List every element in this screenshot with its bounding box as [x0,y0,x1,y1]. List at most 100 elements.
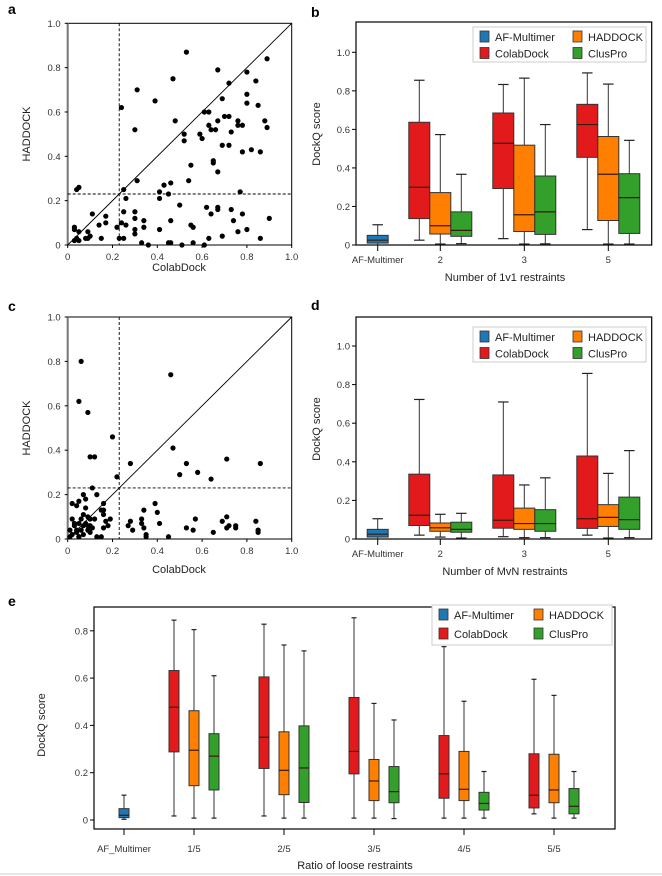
data-point [210,529,216,535]
x-tick-label: 2 [438,549,443,560]
box-haddock-2/5 [278,644,290,819]
data-point [172,118,178,124]
y-tick-label: 0.2 [337,496,350,507]
data-point [94,492,100,498]
panel-letter: a [8,1,16,17]
data-point [123,222,129,228]
data-point [78,527,84,533]
box-iqr [168,670,180,753]
legend: AF-Multimer ColabDock HADDOCK ClusPro [472,326,647,363]
data-point [85,409,91,416]
x-tick-label: 0.4 [151,252,164,263]
y-tick-label: 1.0 [47,313,60,324]
data-point [118,220,125,226]
box-haddock-3 [513,77,536,245]
y-tick-label: 0.2 [47,196,60,207]
data-point [181,131,187,137]
legend-label: HADDOCK [588,32,644,44]
box-iqr [597,504,620,527]
y-axis-label: HADDOCK [21,400,33,456]
data-point [233,525,239,531]
x-tick-label: 0.6 [195,546,208,557]
panel-letter: e [8,593,16,609]
data-point [226,113,232,120]
box-iqr [348,696,360,775]
data-point [168,180,174,186]
data-point [100,511,107,518]
data-point [208,211,214,217]
y-tick-label: 0 [345,535,350,546]
box-iqr [450,521,473,533]
box-colabdock-4/5 [438,646,450,819]
y-tick-label: 0.2 [75,768,88,779]
data-point [168,240,174,246]
x-tick-label: 0 [65,546,70,557]
data-point [98,534,104,540]
data-point [239,149,246,155]
x-tick-label: 5 [606,255,611,266]
y-axis-label: DockQ score [311,397,323,461]
y-tick-label: 1.0 [47,19,60,30]
data-point [237,189,243,195]
data-point [85,523,91,529]
data-point [262,118,268,124]
data-point [190,527,196,533]
box-iqr [513,144,536,233]
data-point [134,178,140,184]
data-point [183,49,190,55]
data-point [215,118,221,124]
box-iqr [492,474,515,529]
box-cluspro-3/5 [388,719,400,820]
legend-label: ColabDock [495,49,549,61]
legend: AF-Multimer ColabDock HADDOCK ClusPro [472,26,647,63]
data-point [89,485,95,491]
y-tick-label: 1.0 [337,48,350,59]
legend-swatch [479,330,490,343]
data-point [132,226,138,233]
data-point [165,191,172,197]
x-tick-label: 5/5 [547,844,560,855]
panel-letter: b [311,4,320,20]
data-point [145,242,151,248]
box-colabdock-5/5 [528,678,540,815]
data-point [255,529,261,535]
diagonal-line [67,316,293,540]
legend-swatch [479,47,490,59]
box-cluspro-1/5 [208,675,220,819]
box-iqr [450,211,473,237]
legend-swatch [533,627,544,640]
box-colabdock-2 [408,79,431,241]
data-point [76,520,82,527]
x-tick-label: 2 [438,255,443,266]
x-tick-label: 0.2 [106,252,119,263]
box-colabdock-2/5 [258,623,270,817]
y-tick-label: 0.4 [47,446,60,457]
x-tick-label: 1.0 [285,546,298,557]
data-point [192,516,198,522]
data-point [74,529,80,535]
data-point [221,113,228,120]
data-point [87,516,93,522]
y-tick-label: 0.6 [337,419,350,430]
box-cluspro-4/5 [478,770,490,819]
y-tick-label: 0.2 [47,490,60,501]
data-point [109,434,116,440]
data-point [201,242,207,248]
data-point [244,100,250,106]
data-point [107,516,113,522]
box-cluspro-5 [618,450,641,539]
data-point [85,229,91,235]
panel-a: a 0 0.2 0.4 0.6 0.8 1.0 0 0.2 0.4 0.6 0.8 1.0 ColabDo… [8,1,298,274]
box-haddock-5/5 [548,694,560,819]
y-tick-label: 0.4 [47,152,60,163]
box-iqr [208,733,220,791]
data-point [91,454,98,460]
y-axis-label: DockQ score [311,102,323,166]
data-point [123,195,129,202]
data-point [83,505,89,511]
box-iqr [528,753,540,809]
data-point [170,76,176,82]
box-cluspro-3 [534,123,557,245]
legend-swatch [572,347,583,359]
data-point [116,235,122,241]
